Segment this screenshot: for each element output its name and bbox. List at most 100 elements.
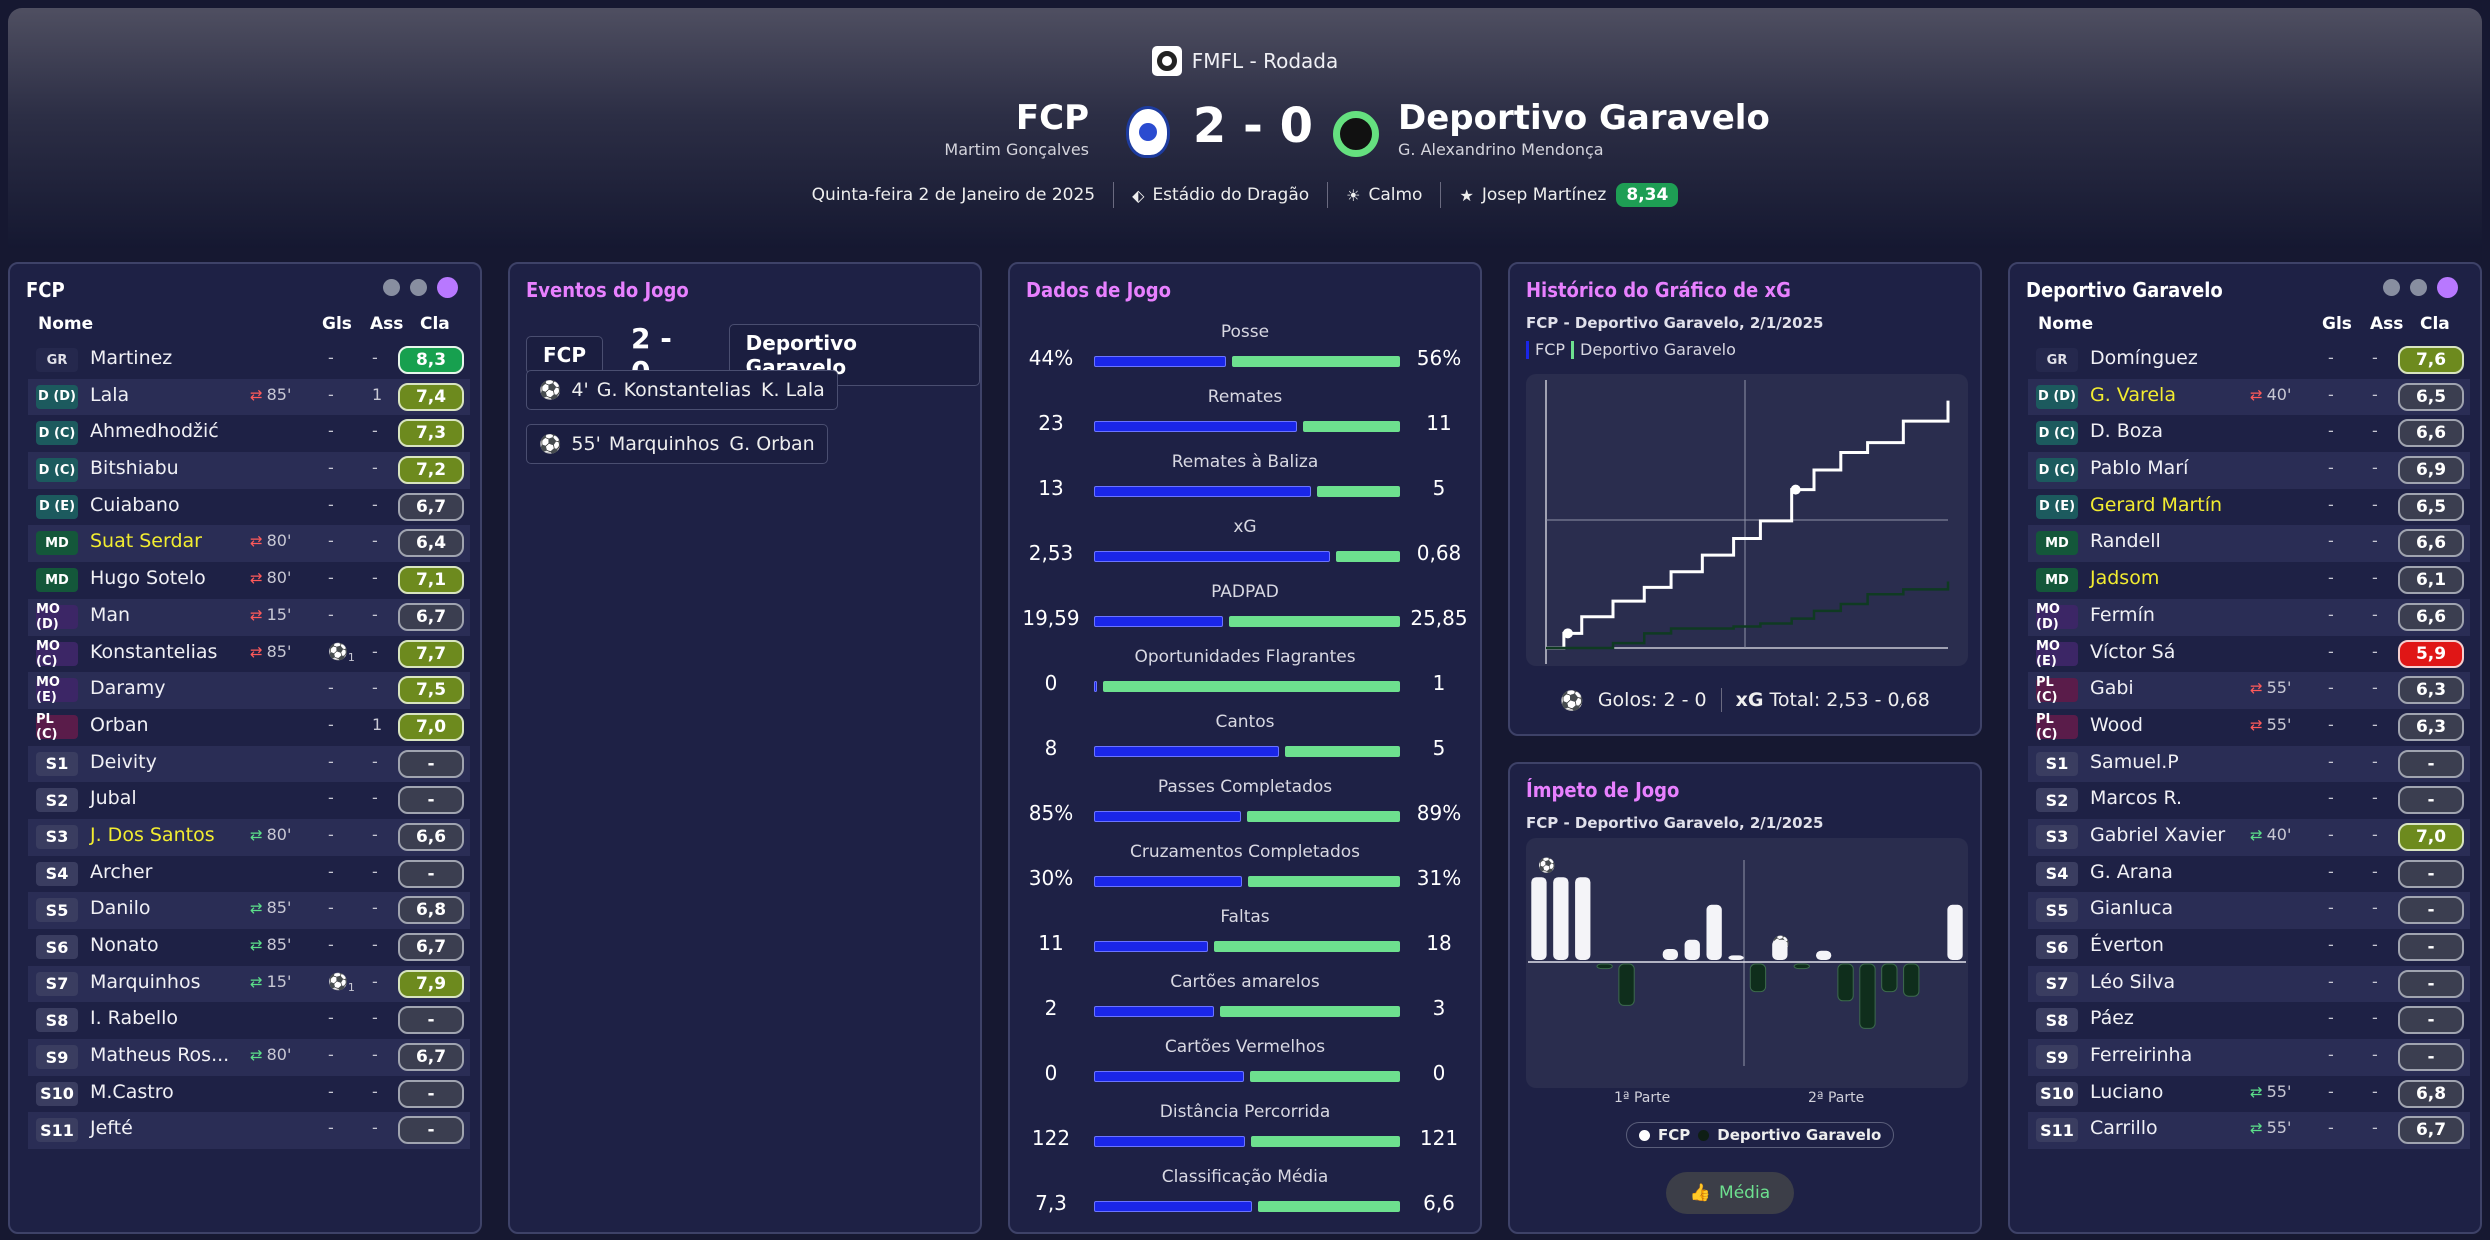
player-name[interactable]: Hugo Sotelo <box>90 567 206 590</box>
competition-name[interactable]: FMFL - Rodada <box>1191 49 1339 73</box>
player-name[interactable]: Jubal <box>90 787 137 810</box>
player-row[interactable]: MO (C) Konstantelias ⇄ 85' ⚽1-7,7 <box>28 636 470 673</box>
player-row[interactable]: MD Hugo Sotelo ⇄ 80' - -7,1 <box>28 562 470 599</box>
goal-event[interactable]: ⚽ 55' Marquinhos G. Orban <box>526 424 828 464</box>
player-name[interactable]: Jefté <box>90 1117 133 1140</box>
player-name[interactable]: Carrillo <box>2090 1117 2158 1140</box>
player-row[interactable]: S8 Páez - - - <box>2028 1002 2470 1039</box>
player-row[interactable]: D (C) D. Boza - -6,6 <box>2028 415 2470 452</box>
player-name[interactable]: Fermín <box>2090 603 2155 626</box>
stat-row[interactable]: Faltas 11 18 <box>1010 907 1480 972</box>
player-row[interactable]: S9 Ferreirinha - - - <box>2028 1039 2470 1076</box>
player-name[interactable]: Marcos R. <box>2090 787 2183 810</box>
player-row[interactable]: D (C) Ahmedhodžić - -7,3 <box>28 415 470 452</box>
player-name[interactable]: Marquinhos <box>90 970 201 993</box>
player-row[interactable]: S5 Gianluca - - - <box>2028 892 2470 929</box>
player-row[interactable]: S2 Marcos R. - - - <box>2028 782 2470 819</box>
player-row[interactable]: S4 Archer - - - <box>28 856 470 893</box>
player-name[interactable]: D. Boza <box>2090 420 2163 443</box>
player-row[interactable]: S11 Jefté - - - <box>28 1112 470 1150</box>
player-row[interactable]: S11 Carrillo ⇄ 55' - -6,7 <box>2028 1112 2470 1150</box>
stat-row[interactable]: xG 2,53 0,68 <box>1010 517 1480 582</box>
stat-row[interactable]: Passes Completados 85% 89% <box>1010 777 1480 842</box>
player-row[interactable]: MO (E) Víctor Sá - -5,9 <box>2028 636 2470 673</box>
player-name[interactable]: Suat Serdar <box>90 530 202 553</box>
panel-dot-button[interactable] <box>2383 279 2400 296</box>
player-row[interactable]: S1 Deivity - - - <box>28 745 470 783</box>
player-row[interactable]: S1 Samuel.P - - - <box>2028 745 2470 783</box>
xg-chart-area[interactable] <box>1526 374 1968 666</box>
player-row[interactable]: D (D) Lala ⇄ 85' - 1 7,4 <box>28 378 470 416</box>
player-name[interactable]: Éverton <box>2090 934 2164 956</box>
player-name[interactable]: Ahmedhodžić <box>90 420 219 443</box>
player-row[interactable]: D (E) Cuiabano - -6,7 <box>28 489 470 526</box>
player-row[interactable]: S3 J. Dos Santos ⇄ 80' - -6,6 <box>28 818 470 856</box>
player-name[interactable]: Léo Silva <box>2090 970 2176 993</box>
player-name[interactable]: Man <box>90 603 131 626</box>
player-row[interactable]: MD Randell - -6,6 <box>2028 525 2470 563</box>
col-goals[interactable]: Gls <box>2322 314 2352 334</box>
player-name[interactable]: Nonato <box>90 934 159 956</box>
player-row[interactable]: S3 Gabriel Xavier ⇄ 40' - -7,0 <box>2028 818 2470 856</box>
stat-row[interactable]: Distância Percorrida 122 121 <box>1010 1102 1480 1167</box>
stat-row[interactable]: PADPAD 19,59 25,85 <box>1010 582 1480 647</box>
player-name[interactable]: Lala <box>90 383 130 406</box>
player-row[interactable]: S10 Luciano ⇄ 55' - -6,8 <box>2028 1076 2470 1113</box>
events-home-team[interactable]: FCP <box>526 336 603 374</box>
stat-row[interactable]: Cantos 8 5 <box>1010 712 1480 777</box>
panel-dot-button[interactable] <box>2410 279 2427 296</box>
player-name[interactable]: Jadsom <box>2090 567 2160 590</box>
player-name[interactable]: Konstantelias <box>90 640 218 663</box>
player-name[interactable]: Orban <box>90 713 149 736</box>
home-team-name[interactable]: FCP <box>1015 98 1089 138</box>
player-name[interactable]: Archer <box>90 860 153 883</box>
away-team-name[interactable]: Deportivo Garavelo <box>1398 98 1770 138</box>
home-crest-icon[interactable] <box>1126 106 1170 158</box>
player-row[interactable]: MO (E) Daramy - -7,5 <box>28 672 470 709</box>
player-row[interactable]: D (C) Pablo Marí - -6,9 <box>2028 452 2470 489</box>
player-name[interactable]: Gabriel Xavier <box>2090 823 2226 846</box>
col-rating[interactable]: Cla <box>420 314 450 334</box>
player-name[interactable]: Danilo <box>90 897 151 920</box>
player-row[interactable]: GR Domínguez - - 7,6 <box>2028 342 2470 379</box>
player-name[interactable]: Luciano <box>2090 1080 2164 1103</box>
player-name[interactable]: Víctor Sá <box>2090 640 2176 663</box>
player-row[interactable]: MO (D) Man ⇄ 15' - -6,7 <box>28 598 470 636</box>
stadium-name[interactable]: Estádio do Dragão <box>1152 185 1310 205</box>
stat-row[interactable]: Cartões amarelos 2 3 <box>1010 972 1480 1037</box>
player-row[interactable]: S2 Jubal - - - <box>28 782 470 819</box>
player-name[interactable]: Wood <box>2090 713 2143 736</box>
home-manager[interactable]: Martim Gonçalves <box>944 140 1089 159</box>
stat-row[interactable]: Remates à Baliza 13 5 <box>1010 452 1480 517</box>
player-row[interactable]: PL (C) Gabi ⇄ 55' - -6,3 <box>2028 672 2470 709</box>
player-name[interactable]: Daramy <box>90 677 166 700</box>
player-name[interactable]: Domínguez <box>2090 347 2198 369</box>
stat-row[interactable]: Remates 23 11 <box>1010 387 1480 452</box>
player-name[interactable]: J. Dos Santos <box>90 823 215 846</box>
panel-dot-active-button[interactable] <box>2437 277 2458 298</box>
player-name[interactable]: Pablo Marí <box>2090 457 2189 480</box>
player-row[interactable]: MO (D) Fermín - -6,6 <box>2028 598 2470 636</box>
player-row[interactable]: D (D) G. Varela ⇄ 40' - -6,5 <box>2028 378 2470 416</box>
panel-dot-button[interactable] <box>383 279 400 296</box>
panel-dot-button[interactable] <box>410 279 427 296</box>
player-row[interactable]: S4 G. Arana - - - <box>2028 856 2470 893</box>
col-assists[interactable]: Ass <box>2370 314 2404 334</box>
player-name[interactable]: G. Arana <box>2090 860 2173 883</box>
col-name[interactable]: Nome <box>38 314 94 334</box>
player-row[interactable]: GR Martinez - - 8,3 <box>28 342 470 379</box>
player-row[interactable]: D (C) Bitshiabu - -7,2 <box>28 452 470 489</box>
player-name[interactable]: Deivity <box>90 750 157 773</box>
player-row[interactable]: MD Suat Serdar ⇄ 80' - -6,4 <box>28 525 470 563</box>
player-name[interactable]: Ferreirinha <box>2090 1044 2193 1067</box>
player-row[interactable]: S10 M.Castro - - - <box>28 1076 470 1113</box>
player-row[interactable]: S9 Matheus Ros... ⇄ 80' - -6,7 <box>28 1039 470 1076</box>
away-crest-icon[interactable] <box>1333 111 1379 157</box>
stat-row[interactable]: Posse 44% 56% <box>1010 322 1480 387</box>
col-assists[interactable]: Ass <box>370 314 404 334</box>
player-name[interactable]: Páez <box>2090 1007 2134 1030</box>
player-row[interactable]: MD Jadsom - -6,1 <box>2028 562 2470 599</box>
stat-row[interactable]: Oportunidades Flagrantes 0 1 <box>1010 647 1480 712</box>
momentum-chart-area[interactable]: ⚽ ⚽ <box>1526 838 1968 1088</box>
stat-row[interactable]: Cruzamentos Completados 30% 31% <box>1010 842 1480 907</box>
